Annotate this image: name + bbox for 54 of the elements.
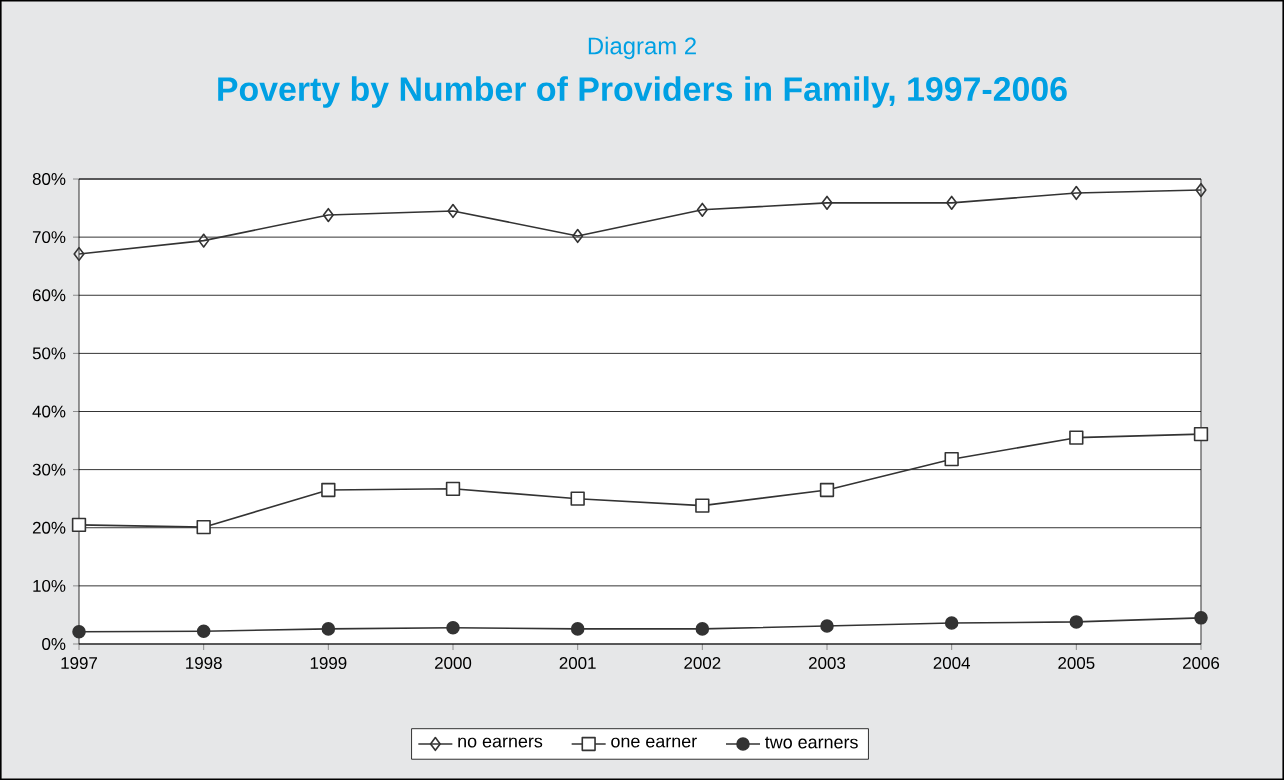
point xyxy=(71,517,87,533)
point xyxy=(445,481,461,496)
x-tick-label: 2001 xyxy=(559,657,596,670)
legend-label: two earners xyxy=(765,736,858,749)
y-tick-label: 70% xyxy=(32,231,66,244)
x-tick-label: 2005 xyxy=(1058,657,1095,670)
point xyxy=(695,498,710,513)
point xyxy=(1070,185,1082,201)
x-tick-label: 2006 xyxy=(1183,657,1220,670)
y-tick-label: 0% xyxy=(42,638,66,650)
x-tick-label: 1998 xyxy=(186,657,222,670)
chart-title: Poverty by Number of Providers in Family, 1997-2006 xyxy=(218,76,1067,108)
point xyxy=(696,202,708,217)
point xyxy=(570,622,585,636)
y-tick-label: 20% xyxy=(32,521,66,534)
point xyxy=(819,482,835,498)
y-tick-label: 60% xyxy=(32,289,66,302)
chart-subtitle: Diagram 2 xyxy=(588,36,696,60)
point xyxy=(820,619,834,633)
point xyxy=(570,491,585,506)
x-tick-label: 1997 xyxy=(61,657,97,670)
legend-label: one earner xyxy=(611,737,697,748)
point xyxy=(1069,615,1084,629)
point xyxy=(198,233,210,248)
point xyxy=(944,451,959,467)
point xyxy=(73,246,85,262)
x-tick-label: 2004 xyxy=(933,657,971,670)
y-tick-label: 40% xyxy=(32,405,66,418)
point xyxy=(1194,611,1208,625)
point xyxy=(944,616,959,630)
x-tick-label: 2003 xyxy=(809,657,846,670)
point xyxy=(196,624,211,638)
point xyxy=(1193,427,1209,442)
point xyxy=(72,625,86,639)
point xyxy=(821,195,833,211)
x-tick-label: 1999 xyxy=(310,657,347,670)
y-tick-label: 80% xyxy=(32,173,66,185)
x-tick-label: 2002 xyxy=(684,657,721,670)
y-tick-label: 30% xyxy=(32,463,66,476)
point xyxy=(946,195,958,211)
point xyxy=(695,622,710,636)
point xyxy=(572,228,584,244)
point xyxy=(446,620,460,635)
y-tick-label: 10% xyxy=(33,579,66,592)
point xyxy=(1195,182,1207,198)
point xyxy=(196,520,211,535)
point xyxy=(322,207,334,223)
x-tick-label: 2000 xyxy=(435,657,472,670)
point xyxy=(447,203,459,219)
point xyxy=(321,622,336,636)
point xyxy=(1069,430,1084,445)
point xyxy=(321,482,336,498)
y-tick-label: 50% xyxy=(32,347,66,360)
legend-label: no earners xyxy=(458,737,543,748)
